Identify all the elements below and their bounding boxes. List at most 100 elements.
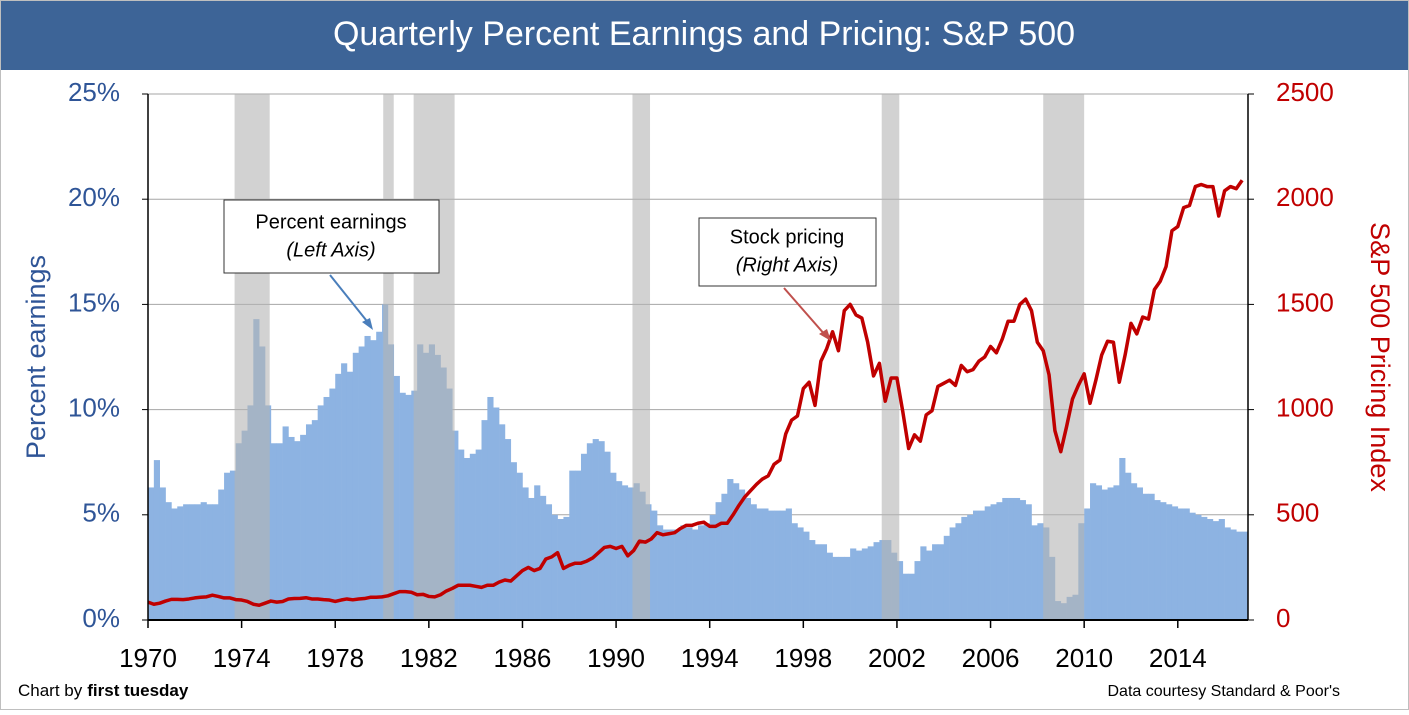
recession-band [881,94,900,620]
bar [937,544,945,620]
bar [188,504,196,620]
bar [779,510,787,620]
annotation-subtext: (Left Axis) [286,239,375,261]
bar [1148,493,1155,620]
bar [996,502,1003,620]
bar [1166,504,1173,620]
x-tick-label: 2002 [868,643,926,673]
bar [914,561,921,620]
x-tick-label: 1990 [587,643,645,673]
annotation-arrow [783,287,827,337]
bar [715,502,722,620]
bar [522,487,529,620]
bar [218,489,225,620]
bar [838,556,845,620]
bar [973,510,980,620]
bar [1101,489,1108,620]
bar [335,373,342,620]
bar [545,504,553,620]
bar [943,535,950,620]
bar [826,552,833,620]
bar [733,483,740,620]
bar [276,443,283,620]
bar [680,525,687,620]
bar [282,426,289,620]
bar [1136,487,1143,620]
bar [183,504,190,620]
bar [393,375,400,620]
y-tick-label: 20% [68,182,120,212]
x-tick-label: 2014 [1149,643,1207,673]
recession-band [1043,94,1085,620]
y2-tick-label: 0 [1276,603,1290,633]
bar [364,335,371,620]
annotation: Percent earnings (Left Axis) [223,199,440,330]
x-tick-label: 2006 [962,643,1020,673]
credit-name: first tuesday [87,681,189,700]
bar [159,487,166,620]
y-axis-label: Percent earnings [21,255,51,459]
bar [978,510,986,620]
bar [896,561,904,620]
bar [288,436,295,620]
annotation-text: Percent earnings [255,211,406,233]
recession-band [234,94,270,620]
bar [844,556,851,620]
bar [516,472,523,620]
bar [540,495,547,620]
bar [1201,516,1208,620]
chart-title: Quarterly Percent Earnings and Pricing: … [333,15,1075,53]
bar [1212,521,1220,620]
bar [738,489,746,620]
recession-band [632,94,651,620]
annotation-arrow [329,274,371,326]
bar [399,392,406,620]
bar [873,542,880,620]
bar [967,514,974,620]
x-tick-label: 2010 [1055,643,1113,673]
bar [803,531,810,620]
y2-tick-label: 2500 [1276,77,1334,107]
bar [499,424,506,620]
bar [932,544,939,620]
bar [469,453,476,620]
bar [229,470,237,620]
recession-band [383,94,394,620]
bar [557,519,564,620]
bar [551,514,558,620]
bar [1095,485,1103,620]
recession-band [413,94,455,620]
credit: Chart by first tuesday [18,681,189,700]
bar [949,527,956,620]
bar [358,346,365,620]
title-bar [1,1,1408,70]
bar [1013,497,1021,620]
bar [452,430,459,620]
bar [1218,519,1225,620]
bar [820,544,828,620]
bar [270,443,278,620]
bar [1090,483,1097,620]
bar [575,470,582,620]
y-tick-label: 10% [68,392,120,422]
bar [809,540,816,620]
bar [1142,493,1149,620]
bar [902,573,909,620]
bar [1037,523,1044,620]
bar [1171,506,1179,620]
bar [861,548,868,620]
bar [370,340,377,620]
bar [1130,483,1138,620]
bar [1242,531,1249,620]
bar [458,449,465,620]
bar [855,550,863,620]
x-tick-label: 1982 [400,643,458,673]
y-tick-label: 5% [82,498,120,528]
bar [504,439,512,620]
bar [1119,457,1126,620]
bar [463,457,471,620]
annotation-text: Stock pricing [730,226,845,248]
bar [1207,519,1214,620]
bar [171,508,178,620]
